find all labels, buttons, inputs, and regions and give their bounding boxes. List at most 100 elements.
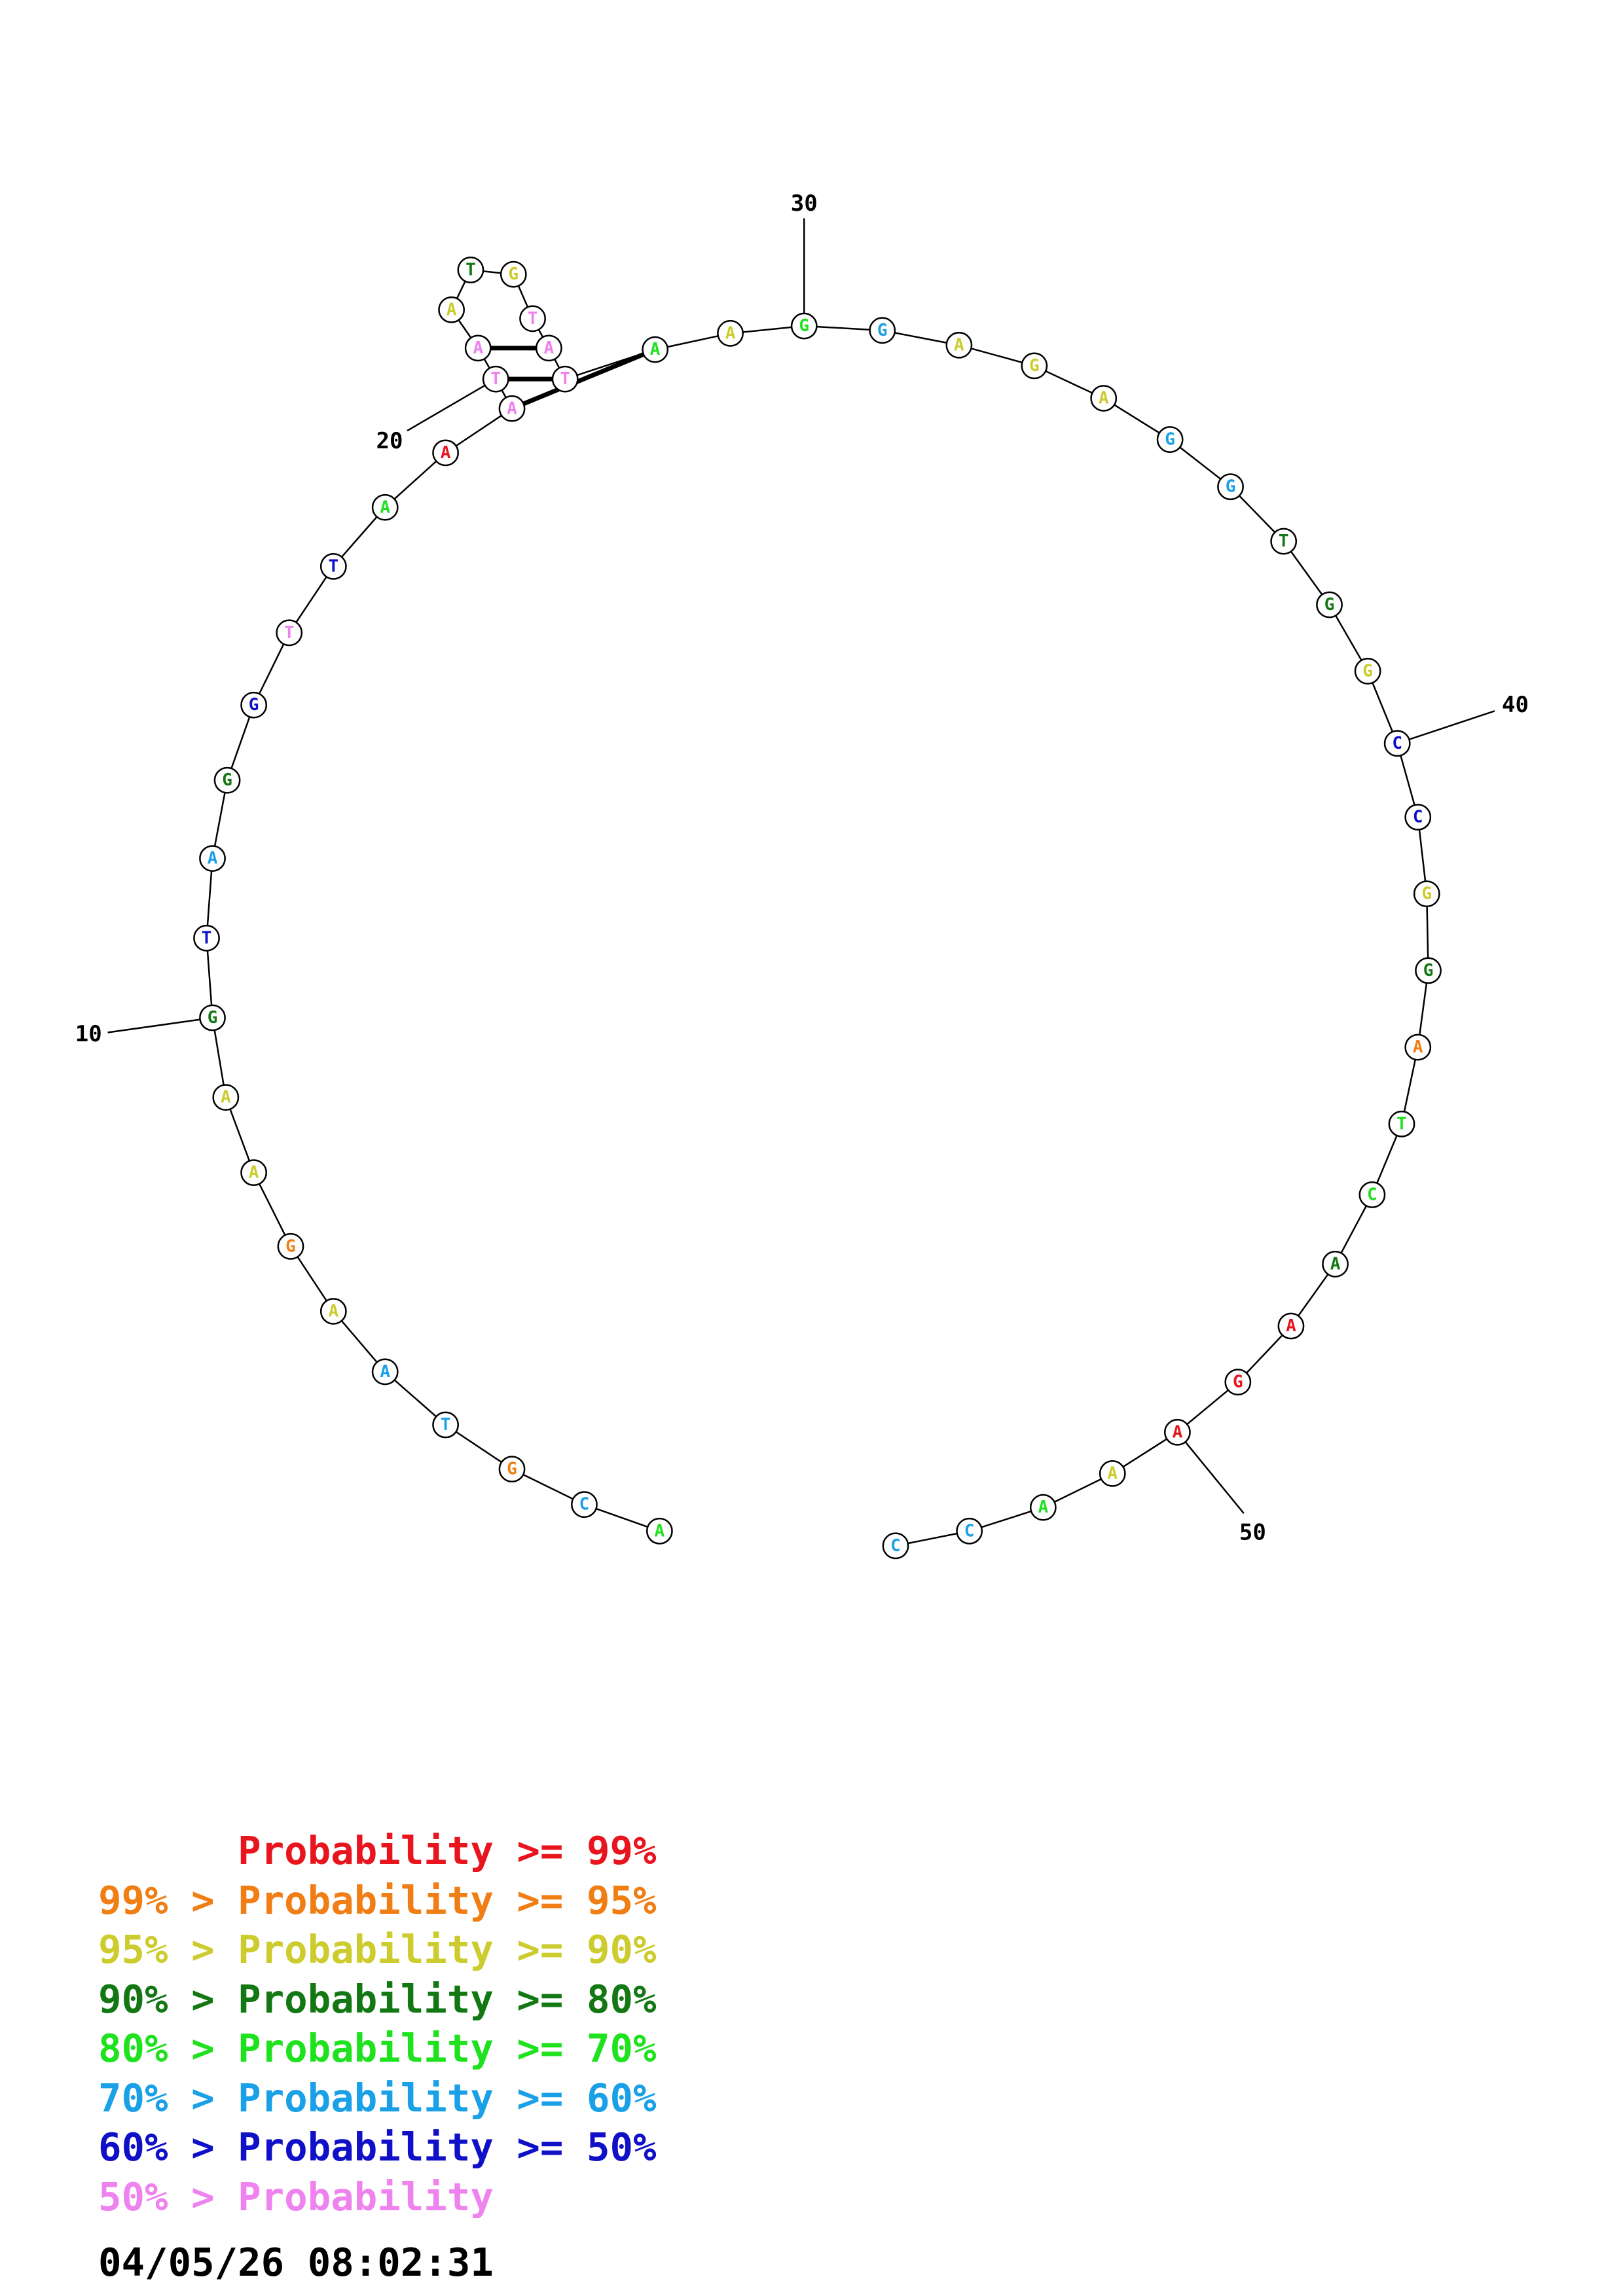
nucleotide-circle (212, 1084, 240, 1111)
legend-label: Probability (238, 2174, 494, 2219)
nucleotide: A (498, 395, 526, 422)
nucleotide: A (432, 439, 460, 467)
nucleotide-circle (869, 317, 896, 344)
nucleotide: G (1413, 880, 1440, 908)
nucleotide-circle (956, 1517, 983, 1545)
nucleotide-circle (199, 845, 226, 872)
nucleotide-letter: A (544, 338, 555, 358)
legend-label: Probability (238, 1877, 494, 1923)
nucleotide-circle (1404, 1033, 1432, 1061)
legend-prefix: 80% > (98, 2026, 238, 2071)
backbone-segment (211, 1017, 227, 1098)
nucleotide-letter: C (964, 1521, 975, 1541)
legend-row: 70% > Probability >= 60% (98, 2073, 657, 2123)
nucleotide-circle (1090, 385, 1118, 412)
tick-label: 10 (75, 1021, 102, 1047)
nucleotide-letter: G (1421, 884, 1432, 904)
legend-row: 80% > Probability >= 70% (98, 2024, 657, 2073)
nucleotide-letter: A (380, 1362, 390, 1382)
nucleotide: A (240, 1159, 268, 1187)
backbone-segment (384, 1371, 447, 1426)
nucleotide-letter: G (877, 321, 888, 340)
nucleotide: A (319, 1298, 347, 1325)
nucleotide-letter: T (560, 369, 570, 389)
nucleotide-letter: A (249, 1163, 259, 1183)
backbone-lines (206, 269, 1429, 1547)
nucleotide: C (882, 1532, 909, 1560)
nucleotide: G (1224, 1369, 1252, 1396)
nucleotide-circle (1359, 1181, 1386, 1208)
backbone-segment (225, 1097, 255, 1174)
nucleotide-circle (1270, 528, 1298, 555)
nucleotide-letter: A (1099, 388, 1109, 408)
nucleotide-letter: C (1413, 808, 1423, 827)
backbone-segment (253, 632, 290, 706)
nucleotide-letter: A (1330, 1254, 1341, 1274)
nucleotide-letter: A (473, 338, 483, 358)
legend-label: Probability (238, 1927, 494, 1972)
nucleotide-letter: G (1233, 1372, 1243, 1392)
nucleotide: G (498, 1456, 526, 1483)
backbone-segment (384, 452, 447, 509)
nucleotide-letter: A (1107, 1463, 1118, 1483)
nucleotide-circle (240, 691, 268, 719)
nucleotide: G (1156, 426, 1184, 453)
nucleotide-circle (551, 365, 579, 393)
legend-threshold: >= 70% (493, 2026, 657, 2071)
nucleotide-circle (1217, 473, 1244, 501)
nucleotide-letter: A (1413, 1037, 1423, 1057)
nucleotide-circle (498, 1456, 526, 1483)
legend-threshold: >= 80% (493, 1976, 657, 2022)
nucleotide-circle (1021, 352, 1048, 380)
nucleotide-circle (500, 260, 527, 288)
nucleotide-circle (571, 1491, 598, 1518)
nucleotide-circle (1413, 880, 1440, 908)
nucleotide-circle (1156, 426, 1184, 453)
nucleotide: A (1404, 1033, 1432, 1061)
nucleotide: C (1404, 804, 1432, 831)
nucleotide-letter: A (208, 849, 218, 869)
nucleotide-letter: G (1226, 477, 1236, 497)
tick-label: 50 (1239, 1520, 1266, 1546)
nucleotide: G (1354, 657, 1381, 685)
legend-row: 60% > Probability >= 50% (98, 2123, 657, 2172)
nucleotide: A (642, 336, 669, 363)
base-pair-line (511, 347, 656, 411)
nucleotide-circle (498, 395, 526, 422)
timestamp: 04/05/26 08:02:31 (98, 2240, 494, 2285)
nucleotide-circle (371, 493, 399, 521)
nucleotide-circle (882, 1532, 909, 1560)
nucleotide: A (1163, 1418, 1191, 1446)
nucleotide-letter: C (890, 1536, 901, 1556)
tick-label: 30 (791, 190, 818, 217)
nucleotide-letter: C (1367, 1185, 1377, 1204)
nucleotide-circle (432, 439, 460, 467)
nucleotide-letter: T (202, 928, 212, 948)
nucleotide-letter: G (222, 770, 232, 790)
nucleotide-circle (717, 319, 744, 347)
nucleotide-letter: A (380, 497, 390, 517)
nucleotide-circle (642, 336, 669, 363)
nucleotide-letter: G (1362, 661, 1373, 681)
nucleotide-circle (1316, 591, 1343, 619)
nucleotide: G (790, 312, 818, 340)
nucleotide-letter: G (507, 1460, 517, 1479)
nucleotide-circle (319, 1298, 347, 1325)
nucleotide: G (1415, 957, 1442, 984)
nucleotide-circle (1354, 657, 1381, 685)
nucleotide-circle (1388, 1110, 1415, 1138)
nucleotide-letter: A (447, 300, 457, 319)
nucleotide: C (956, 1517, 983, 1545)
legend-prefix (98, 1828, 238, 1873)
nucleotide-letter: A (441, 443, 451, 463)
nucleotide: A (212, 1084, 240, 1111)
nucleotide: A (1322, 1250, 1349, 1278)
nucleotide: T (551, 365, 579, 393)
nucleotide: T (1388, 1110, 1415, 1138)
nucleotide-circle (1322, 1250, 1349, 1278)
legend-prefix: 95% > (98, 1927, 238, 1972)
nucleotide: C (1359, 1181, 1386, 1208)
nucleotide: T (457, 257, 484, 283)
nucleotide-circle (457, 257, 484, 283)
